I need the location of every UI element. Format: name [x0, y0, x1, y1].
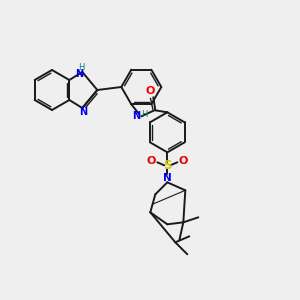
Text: N: N	[79, 107, 87, 117]
Text: H: H	[78, 62, 85, 71]
Text: N: N	[132, 111, 140, 121]
Text: S: S	[163, 159, 172, 172]
Text: H: H	[141, 110, 148, 119]
Text: N: N	[75, 69, 83, 79]
Text: O: O	[147, 156, 156, 166]
Text: N: N	[163, 173, 172, 183]
Text: O: O	[146, 86, 155, 96]
Text: O: O	[178, 156, 188, 166]
